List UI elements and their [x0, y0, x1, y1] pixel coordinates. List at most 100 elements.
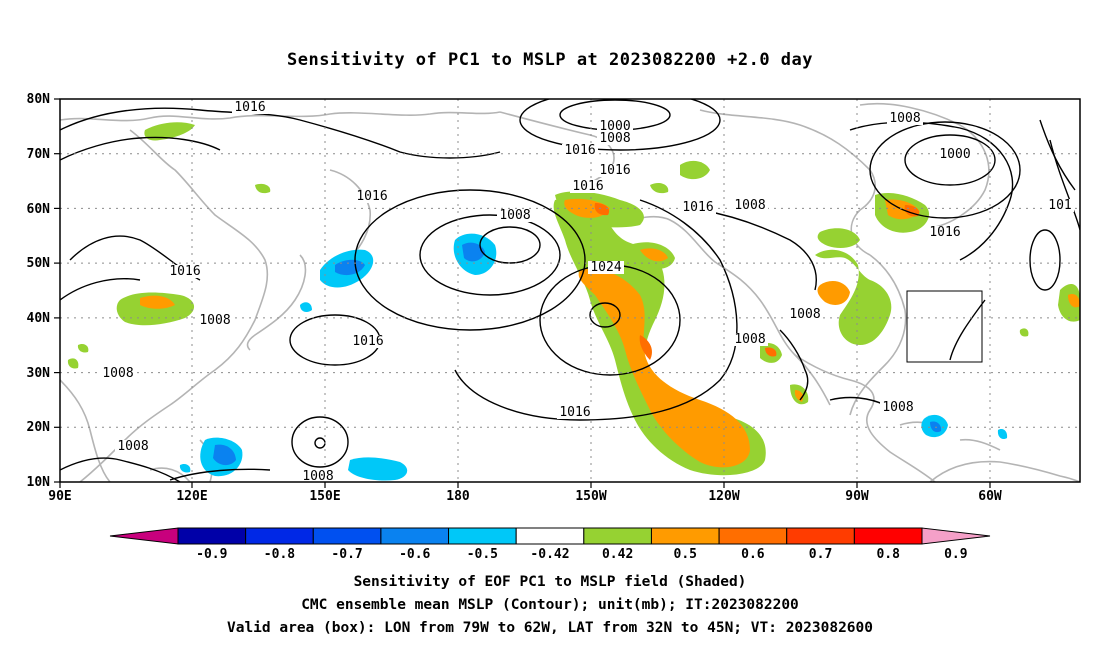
- map-frame: [59, 98, 1081, 483]
- contour-label: 1008: [102, 366, 133, 381]
- caption-line-3: Valid area (box): LON from 79W to 62W, L…: [226, 620, 873, 636]
- colorbar-high-end: [921, 527, 991, 545]
- colorbar-label: 0.5: [674, 547, 697, 562]
- colorbar-segment: [448, 527, 517, 545]
- contour-label-bg: [597, 164, 633, 177]
- contour-label: 1000: [599, 119, 630, 134]
- colorbar-segment: [650, 527, 720, 545]
- valid-area-box: [906, 290, 983, 363]
- contour-label-bg: [732, 199, 768, 212]
- contour-label: 1008: [599, 131, 630, 146]
- contour-label: 1008: [199, 313, 230, 328]
- map-plot-area: 1016100010081016100810001016101610161016…: [60, 99, 1080, 484]
- contour-label-bg: [787, 308, 823, 321]
- contour-label-bg: [115, 440, 151, 453]
- latitude-labels: 80N 70N 60N 50N 40N 30N 20N 10N: [27, 92, 51, 490]
- colorbar-label: -0.5: [467, 547, 498, 562]
- lat-label: 50N: [27, 256, 51, 271]
- contour-label: 1016: [559, 405, 590, 420]
- contour-label-bg: [887, 112, 923, 125]
- lon-label: 150E: [309, 489, 340, 504]
- contour-label-bg: [570, 180, 606, 193]
- lon-label: 60W: [978, 489, 1002, 504]
- contour-label-bg: [1046, 199, 1074, 212]
- contour-label-bg: [562, 144, 598, 157]
- contour-label: 1008: [734, 332, 765, 347]
- colorbar-label: 0.8: [876, 547, 900, 562]
- contour-label: 1008: [889, 111, 920, 126]
- contour-label: 1016: [929, 225, 960, 240]
- contour-label: 1016: [352, 334, 383, 349]
- colorbar-segment: [786, 527, 855, 545]
- colorbar-segment: [853, 527, 923, 545]
- colorbar-label: -0.8: [264, 547, 295, 562]
- lon-label: 120E: [176, 489, 207, 504]
- colorbar-label: 0.9: [944, 547, 967, 562]
- lon-label: 120W: [708, 489, 739, 504]
- colorbar-segment: [312, 527, 382, 545]
- contour-label: 101: [1048, 198, 1071, 213]
- colorbar-label: -0.7: [331, 547, 362, 562]
- contour-label-bg: [350, 335, 386, 348]
- contour-label: 1016: [234, 100, 265, 115]
- contour-label-bg: [680, 201, 716, 214]
- longitude-labels: 90E 120E 150E 180 150W 120W 90W 60W: [48, 489, 1002, 504]
- contour-label-bg: [100, 367, 136, 380]
- contour-label-bg: [197, 314, 233, 327]
- colorbar-low-end: [109, 527, 179, 545]
- colorbar-label: -0.6: [399, 547, 430, 562]
- contour-label: 1024: [590, 260, 621, 275]
- lat-label: 30N: [27, 366, 51, 381]
- colorbar-segment: [177, 527, 247, 545]
- colorbar-label: -0.9: [196, 547, 227, 562]
- contour-label-bg: [167, 265, 203, 278]
- lon-label: 150W: [575, 489, 606, 504]
- contour-label-bg: [588, 261, 624, 274]
- contour-label-bg: [300, 470, 336, 482]
- mslp-contours: [60, 99, 1080, 482]
- lat-label: 10N: [27, 475, 51, 490]
- contour-label: 1000: [939, 147, 970, 162]
- colorbar-segment: [718, 527, 788, 545]
- contour-label-bg: [597, 120, 633, 133]
- colorbar-label: 0.6: [741, 547, 765, 562]
- contour-labels: 1016100010081016100810001016101610161016…: [100, 100, 1074, 484]
- lat-label: 20N: [27, 420, 51, 435]
- contour-label: 1008: [302, 469, 333, 484]
- contour-label: 1008: [117, 439, 148, 454]
- contour-label-bg: [927, 226, 963, 239]
- lat-label: 80N: [27, 92, 51, 107]
- colorbar-segment: [245, 527, 314, 545]
- contour-label-bg: [557, 406, 593, 419]
- colorbar-label: -0.42: [530, 547, 569, 562]
- contour-label-bg: [232, 101, 268, 114]
- colorbar-segment: [515, 527, 585, 545]
- contour-label: 1016: [169, 264, 200, 279]
- lat-label: 60N: [27, 202, 51, 217]
- negative-sensitivity-shading: [179, 233, 1008, 481]
- lon-label: 90E: [48, 489, 71, 504]
- lat-label: 70N: [27, 147, 51, 162]
- caption-line-2: CMC ensemble mean MSLP (Contour); unit(m…: [301, 597, 799, 613]
- contour-label: 1016: [564, 143, 595, 158]
- lon-label: 180: [446, 489, 470, 504]
- contour-label: 1016: [599, 163, 630, 178]
- contour-label-bg: [597, 132, 633, 145]
- contour-label: 1008: [734, 198, 765, 213]
- contour-label: 1016: [682, 200, 713, 215]
- colorbar-label: 0.7: [809, 547, 832, 562]
- contour-label: 1016: [356, 189, 387, 204]
- contour-label: 1008: [789, 307, 820, 322]
- axis-ticks: [54, 98, 991, 488]
- map-title: Sensitivity of PC1 to MSLP at 2023082200…: [286, 50, 813, 70]
- contour-label: 1016: [572, 179, 603, 194]
- contour-label-bg: [497, 209, 533, 222]
- colorbar-segment: [583, 527, 652, 545]
- colorbar-segment: [380, 527, 450, 545]
- lon-label: 90W: [845, 489, 869, 504]
- lat-label: 40N: [27, 311, 51, 326]
- colorbar-label: 0.42: [602, 547, 633, 562]
- contour-label: 1008: [882, 400, 913, 415]
- contour-label: 1008: [499, 208, 530, 223]
